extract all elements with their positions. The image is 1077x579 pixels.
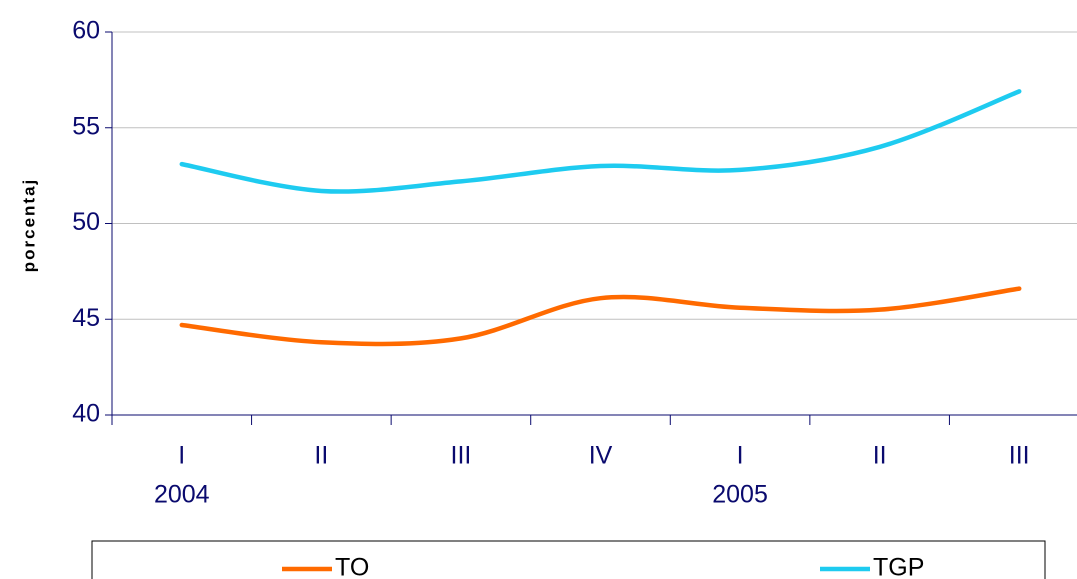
- y-tick-label: 55: [72, 112, 100, 140]
- x-tick-label: III: [1009, 442, 1030, 470]
- x-group-label: 2004: [154, 481, 210, 509]
- legend-box: [91, 540, 1046, 579]
- y-tick-label: 60: [72, 17, 100, 45]
- x-tick-label: II: [873, 442, 887, 470]
- y-tick-label: 40: [72, 400, 100, 428]
- x-tick-label: III: [451, 442, 472, 470]
- y-tick-label: 45: [72, 304, 100, 332]
- x-group-label: 2005: [712, 481, 768, 509]
- x-tick-label: II: [314, 442, 328, 470]
- x-tick-label: IV: [589, 442, 613, 470]
- line-series: [179, 89, 1022, 194]
- legend-label: TO: [335, 554, 369, 579]
- x-tick-label: I: [737, 442, 744, 470]
- legend-label: TGP: [873, 554, 924, 579]
- y-tick-label: 50: [72, 208, 100, 236]
- line-series: [179, 286, 1022, 347]
- y-axis-title: porcentaj: [19, 178, 38, 273]
- x-tick-label: I: [178, 442, 185, 470]
